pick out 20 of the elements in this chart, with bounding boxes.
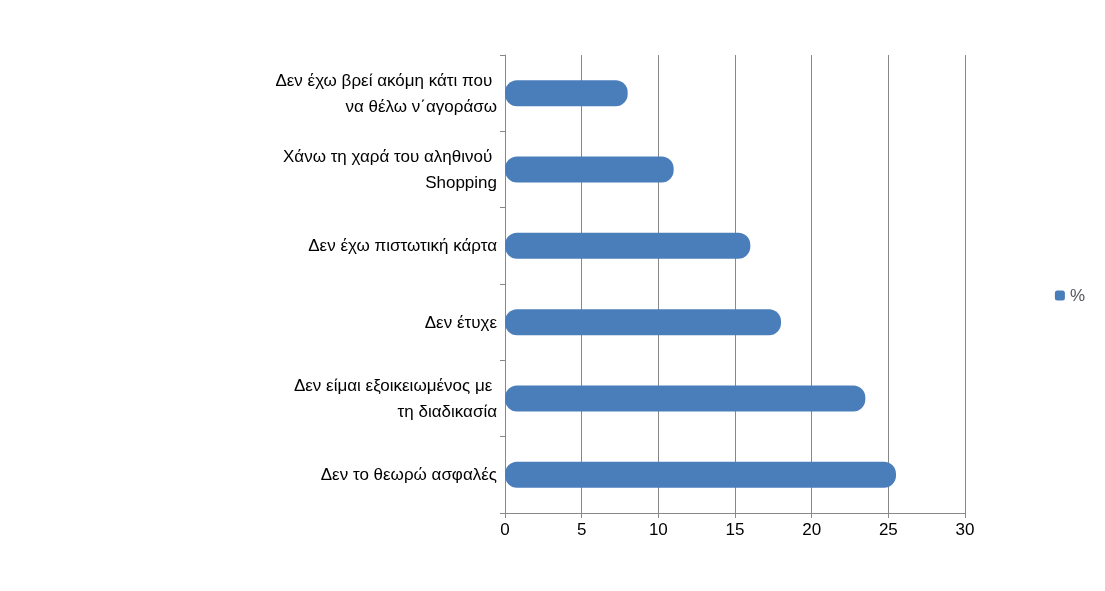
y-tick-label: Δεν το θεωρώ ασφαλές [320,465,497,485]
legend-label: % [1069,286,1086,305]
bar [505,232,751,259]
bar [505,156,674,183]
x-tick-label: 25 [878,520,898,539]
bar [505,461,896,488]
y-tick-label: Δεν έχω βρεί ακόμη κάτι που να θέλω ν΄αγοράσω [275,70,497,116]
x-tick-label: 10 [648,520,668,539]
x-tick-label: 30 [955,520,975,539]
bar [505,309,781,336]
y-tick-label: Χάνω τη χαρά του αληθινού Shopping [282,147,497,192]
bar [505,80,628,107]
y-tick-label: Δεν είμαι εξοικειωμένος με τη διαδικασία [293,376,498,421]
x-tick-label: 20 [802,520,822,539]
x-tick-label: 0 [500,520,510,539]
x-tick-label: 15 [725,520,745,539]
x-tick-label: 5 [576,520,587,539]
y-tick-label: Δεν έχω πιστωτική κάρτα [308,236,498,256]
y-tick-label: Δεν έτυχε [424,312,498,332]
bar [505,385,866,412]
